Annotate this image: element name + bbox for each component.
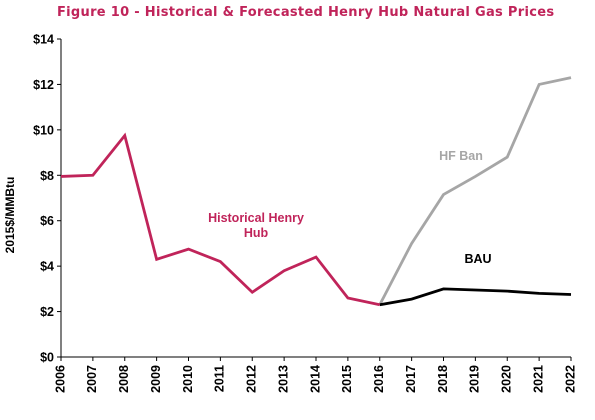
series-label-bau: BAU — [464, 252, 491, 266]
axes — [60, 39, 571, 358]
y-tick-label: $4 — [40, 260, 54, 274]
x-tick-label: 2008 — [117, 365, 131, 393]
x-tick-label: 2017 — [404, 365, 418, 393]
series-line-hf-ban — [378, 76, 572, 306]
x-tick-label: 2022 — [563, 365, 577, 393]
series-label-historical-henry-hub: Hub — [244, 226, 269, 240]
x-tick-label: 2020 — [500, 365, 514, 393]
series-layer — [60, 76, 572, 307]
y-tick-label: $10 — [33, 123, 54, 137]
y-tick-label: $12 — [33, 78, 54, 92]
x-ticks: 2006 2007 2008 2009 2010 2011 2012 2013 2014 2015… — [53, 357, 577, 393]
y-ticks: $0 $2 $4 $6 $8 $10 $12 $14 — [33, 33, 61, 365]
x-tick-label: 2011 — [213, 365, 227, 392]
series-label-hf-ban: HF Ban — [439, 149, 483, 163]
x-tick-label: 2007 — [85, 365, 99, 393]
y-tick-label: $6 — [40, 214, 54, 228]
y-tick-label: $0 — [40, 351, 54, 365]
y-tick-label: $8 — [40, 169, 54, 183]
x-tick-label: 2019 — [468, 365, 482, 393]
x-tick-label: 2009 — [149, 365, 163, 393]
x-tick-label: 2014 — [308, 365, 322, 393]
x-tick-label: 2021 — [531, 365, 545, 393]
x-tick-label: 2010 — [181, 365, 195, 393]
series-label-historical-henry-hub: Historical Henry — [208, 211, 304, 225]
chart-title: Figure 10 - Historical & Forecasted Henr… — [57, 5, 554, 20]
x-tick-label: 2006 — [53, 365, 67, 393]
x-tick-label: 2018 — [436, 365, 450, 393]
series-line-bau — [379, 287, 572, 307]
x-tick-label: 2012 — [245, 365, 259, 393]
y-axis-label: 2015$/MMBtu — [3, 177, 17, 254]
x-tick-label: 2015 — [340, 365, 354, 393]
y-tick-label: $14 — [33, 33, 54, 47]
x-tick-label: 2016 — [372, 365, 386, 393]
x-tick-label: 2013 — [276, 365, 290, 393]
y-tick-label: $2 — [40, 305, 54, 319]
